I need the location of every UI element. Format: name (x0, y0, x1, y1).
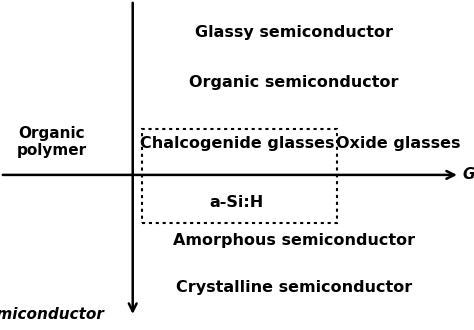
Text: Semiconductor: Semiconductor (0, 307, 105, 322)
Bar (142, 129, 337, 223)
Text: Glass: Glass (462, 167, 474, 182)
Text: a-Si:H: a-Si:H (210, 195, 264, 211)
Text: Oxide glasses: Oxide glasses (336, 136, 460, 151)
Text: Crystalline semiconductor: Crystalline semiconductor (176, 280, 412, 295)
Text: Chalcogenide glasses: Chalcogenide glasses (140, 136, 334, 151)
Text: Amorphous semiconductor: Amorphous semiconductor (173, 233, 415, 248)
Text: Organic
polymer: Organic polymer (17, 126, 87, 158)
Text: Organic semiconductor: Organic semiconductor (189, 75, 399, 90)
Text: Glassy semiconductor: Glassy semiconductor (195, 25, 393, 41)
